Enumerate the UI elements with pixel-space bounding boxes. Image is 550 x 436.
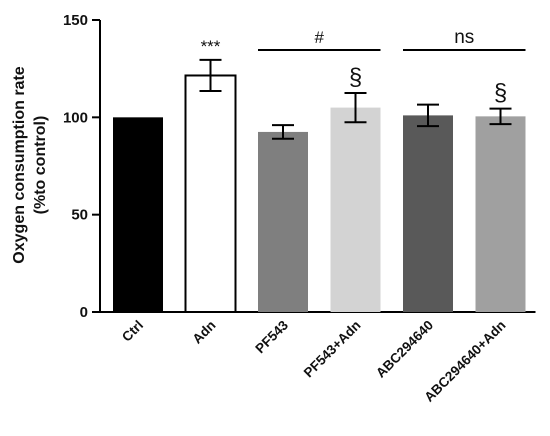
y-tick-label: 150 (63, 12, 88, 29)
bar-pf543 (258, 131, 308, 312)
significance-label: § (349, 64, 362, 91)
y-axis-title: Oxygen consumption rate (%to control) (11, 66, 49, 263)
x-tick-label: Ctrl (119, 318, 146, 345)
y-tick-label: 0 (80, 304, 88, 321)
comparison-label: ns (454, 27, 474, 48)
plot-area: 0 50 100 150 Ctrl Adn *** PF543 PF543+Adn § ABC294… (63, 12, 536, 405)
y-axis-label-line2: (%to control) (32, 116, 49, 215)
significance-label: *** (201, 37, 221, 56)
x-tick-label: PF543+Adn (301, 318, 364, 381)
x-tick-label: Adn (189, 318, 218, 347)
y-tick-label: 100 (63, 109, 88, 126)
bar-ctrl (113, 117, 163, 312)
x-tick-label: ABC294640+Adn (421, 318, 508, 405)
x-tick-label: ABC294640 (373, 318, 436, 381)
bar-pf543-adn (330, 107, 381, 312)
bar-adn (184, 74, 237, 314)
y-tick-label: 50 (71, 207, 88, 224)
significance-label: § (494, 80, 507, 107)
comparison-label: # (315, 28, 325, 47)
x-tick-label: PF543 (252, 317, 291, 356)
y-axis-label-line1: Oxygen consumption rate (11, 66, 28, 263)
bar-abc294640 (403, 115, 453, 313)
bar-abc294640-adn (475, 116, 526, 312)
